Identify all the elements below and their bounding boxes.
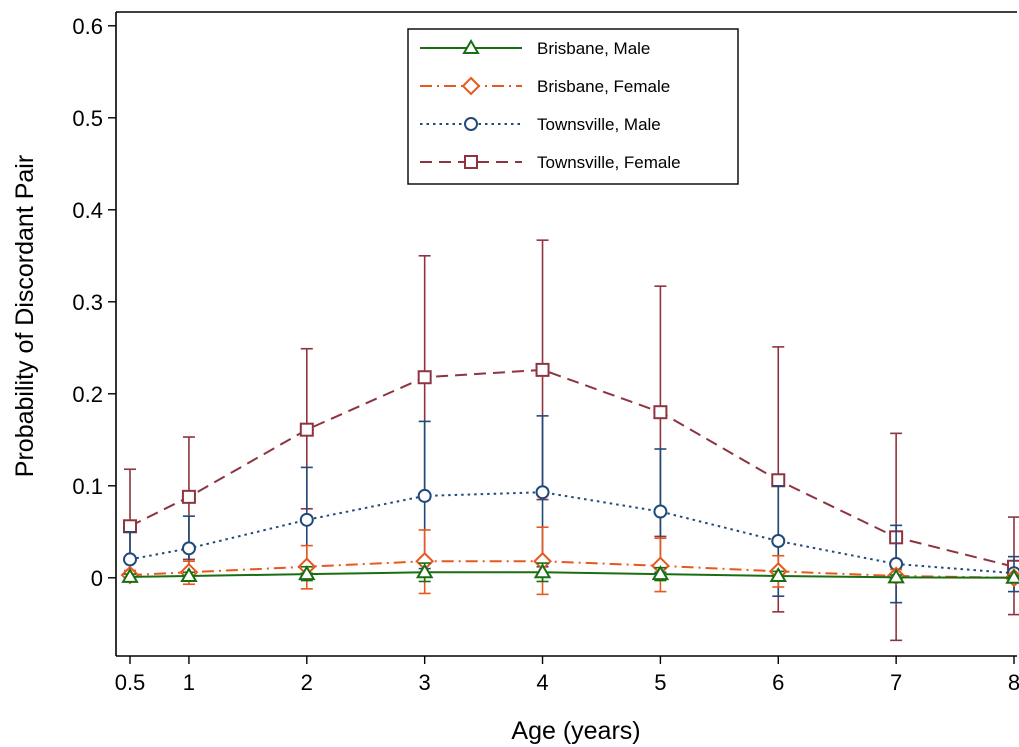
data-point [533, 563, 552, 579]
data-point [123, 519, 137, 534]
series-townsville-male [123, 415, 1019, 604]
legend-entry: Brisbane, Female [420, 76, 670, 96]
legend-entry: Brisbane, Male [420, 39, 650, 58]
y-tick-label: 0.6 [72, 14, 103, 39]
data-point [417, 370, 432, 385]
data-point [123, 552, 137, 567]
data-point [535, 362, 550, 377]
data-point [181, 489, 196, 504]
data-point [181, 541, 196, 556]
data-point [653, 405, 668, 420]
legend-marker [464, 117, 478, 131]
x-tick-label: 6 [772, 670, 784, 695]
data-point [653, 504, 668, 519]
x-tick-label: 0.5 [115, 670, 146, 695]
data-point [535, 485, 550, 500]
legend-label: Townsville, Female [537, 153, 681, 172]
y-tick-label: 0.1 [72, 474, 103, 499]
data-point [887, 568, 905, 584]
data-point [121, 567, 139, 583]
legend-label: Brisbane, Female [537, 77, 670, 96]
x-tick-label: 8 [1008, 670, 1019, 695]
data-point [298, 565, 316, 581]
data-point [415, 563, 434, 579]
data-point [769, 566, 788, 582]
series-layer [120, 239, 1019, 642]
legend-marker [461, 76, 481, 96]
legend-box [407, 28, 739, 185]
x-tick-label: 3 [419, 670, 431, 695]
legend-entry: Townsville, Female [420, 153, 681, 172]
legend-label: Townsville, Male [537, 115, 661, 134]
y-tick-label: 0.5 [72, 106, 103, 131]
y-axis-title: Probability of Discordant Pair [11, 155, 39, 477]
data-point [651, 565, 670, 581]
y-tick-label: 0 [91, 566, 103, 591]
legend-entry: Townsville, Male [420, 115, 661, 134]
y-tick-label: 0.4 [72, 198, 103, 223]
data-point [180, 566, 198, 582]
legend-marker [462, 39, 480, 54]
data-point [299, 512, 314, 527]
legend: Brisbane, Male Brisbane, Female Townsville… [407, 28, 739, 185]
x-tick-label: 2 [301, 670, 313, 695]
x-tick-label: 4 [536, 670, 548, 695]
y-ticks: 0 0.1 0.2 0.3 0.4 0.5 0.6 [72, 14, 116, 591]
data-point [299, 422, 314, 437]
data-point [771, 534, 786, 548]
data-point [417, 488, 432, 503]
x-tick-label: 7 [890, 670, 902, 695]
series-townsville-female [123, 239, 1019, 642]
plot-area: 0 0.1 0.2 0.3 0.4 0.5 0.6 0.5 1 2 3 4 5 6 7 8 [72, 11, 1019, 695]
x-axis-title: Age (years) [511, 717, 640, 745]
x-tick-label: 1 [183, 670, 195, 695]
x-ticks: 0.5 1 2 3 4 5 6 7 8 [115, 656, 1019, 695]
series-brisbane-male [121, 562, 1019, 584]
series-line [129, 491, 1015, 575]
y-tick-label: 0.2 [72, 382, 103, 407]
series-line [129, 368, 1015, 568]
data-point [771, 473, 786, 488]
x-tick-label: 5 [654, 670, 666, 695]
legend-marker [464, 155, 478, 169]
y-tick-label: 0.3 [72, 290, 103, 315]
legend-label: Brisbane, Male [537, 39, 650, 58]
data-point [1005, 568, 1019, 584]
